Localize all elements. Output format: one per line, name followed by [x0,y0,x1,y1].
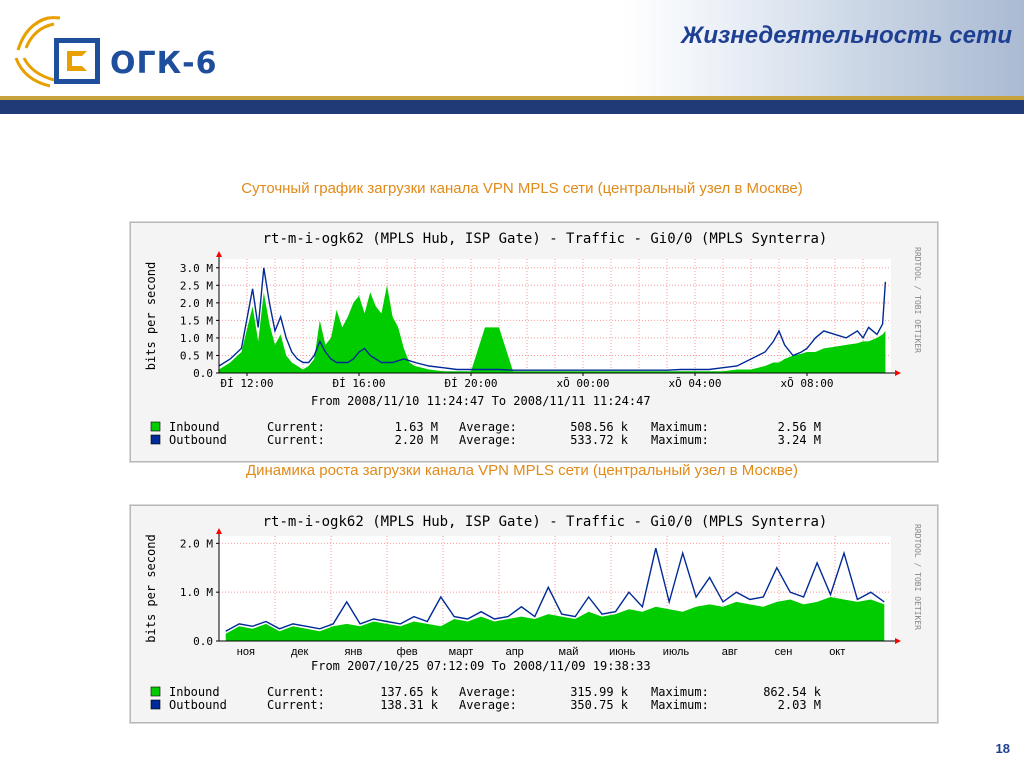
legend-current-label: Current: [267,698,325,712]
legend-maximum-value: 3.24 M [778,433,821,447]
yearly-traffic-graph: 0.0 1.0 M 2.0 M ноя дек янв фев март апр май июнь и… [130,505,938,723]
period-label: From 2007/10/25 07:12:09 To 2008/11/09 1… [311,659,651,673]
watermark: RRDTOOL / TOBI OETIKER [913,524,922,630]
x-tick-label: июль [663,646,690,658]
chart-title: rt-m-i-ogk62 (MPLS Hub, ISP Gate) - Traf… [263,231,828,247]
series-outbound-line [225,548,885,632]
series-outbound-line [218,267,887,371]
series-inbound-area [219,285,886,373]
logo-text: ОГК-6 [110,46,218,81]
x-tick-label: апр [506,646,524,658]
legend-current-label: Current: [267,420,325,434]
y-tick-label: 0.0 [193,635,213,648]
legend-current-label: Current: [267,685,325,699]
x-tick-label: окт [829,646,845,658]
legend-average-label: Average: [459,698,517,712]
y-axis-arrow [216,528,222,534]
y-tick-label: 2.0 M [180,537,213,550]
x-tick-label: март [449,646,474,658]
legend-current-value: 138.31 k [380,698,439,712]
y-tick-label: 0.5 M [180,349,213,362]
x-axis-arrow [895,370,901,376]
x-tick-label: сен [775,646,793,658]
series-inbound-area [225,597,885,641]
x-tick-label: xÕ 08:00 [781,377,834,390]
x-tick-label: июнь [609,646,635,658]
y-axis-label: bits per second [144,534,158,642]
legend-maximum-label: Maximum: [651,433,709,447]
legend-maximum-label: Maximum: [651,420,709,434]
legend-name: Outbound [169,433,227,447]
daily-traffic-svg: 0.0 0.5 M 1.0 M 1.5 M 2.0 M 2.5 M 3.0 M ÐÍ 12:0… [144,231,922,447]
legend-swatch-outbound [150,699,161,710]
company-logo: ОГК-6 [14,14,234,88]
watermark: RRDTOOL / TOBI OETIKER [913,247,922,353]
legend-average-label: Average: [459,685,517,699]
legend-swatch-outbound [150,434,161,445]
x-axis-arrow [895,638,901,644]
x-tick-label: ÐÍ 20:00 [445,377,498,390]
y-tick-label: 1.0 M [180,332,213,345]
growth-chart-caption: Динамика роста загрузки канала VPN MPLS … [245,462,798,479]
x-tick-label: xÕ 04:00 [669,377,722,390]
y-tick-label: 1.5 M [180,314,213,327]
x-tick-label: дек [291,646,309,658]
legend-average-value: 350.75 k [570,698,629,712]
y-axis-label: bits per second [144,262,158,370]
x-tick-label: фев [397,646,418,658]
chart-title: rt-m-i-ogk62 (MPLS Hub, ISP Gate) - Traf… [263,514,828,530]
legend-maximum-value: 862.54 k [763,685,822,699]
daily-chart-caption: Суточный график загрузки канала VPN MPLS… [241,180,803,197]
legend-current-label: Current: [267,433,325,447]
legend-average-value: 315.99 k [570,685,629,699]
legend-maximum-label: Maximum: [651,685,709,699]
period-label: From 2008/11/10 11:24:47 To 2008/11/11 1… [311,394,651,408]
legend-average-value: 533.72 k [570,433,629,447]
legend-name: Outbound [169,698,227,712]
page-number: 18 [995,741,1010,756]
y-tick-label: 2.0 M [180,297,213,310]
yearly-traffic-svg: 0.0 1.0 M 2.0 M ноя дек янв фев март апр май июнь и… [144,514,922,712]
header-gold-rule [0,96,1024,100]
legend-current-value: 2.20 M [395,433,438,447]
y-tick-label: 2.5 M [180,279,213,292]
x-tick-label: ноя [237,646,255,658]
slide-header: ОГК-6 Жизнедеятельность сети [0,0,1024,114]
slide-title: Жизнедеятельность сети [681,22,1012,49]
legend-maximum-value: 2.56 M [778,420,821,434]
legend-current-value: 137.65 k [380,685,439,699]
legend-maximum-value: 2.03 M [778,698,821,712]
legend-average-label: Average: [459,420,517,434]
header-photo [620,0,1024,100]
legend-swatch-inbound [150,686,161,697]
legend-average-value: 508.56 k [570,420,629,434]
y-axis-arrow [216,251,222,257]
x-tick-label: ÐÍ 12:00 [221,377,274,390]
logo-mark [54,38,100,84]
legend-name: Inbound [169,685,220,699]
legend-current-value: 1.63 M [395,420,438,434]
legend-swatch-inbound [150,421,161,432]
sun-rays-icon [14,16,61,88]
header-blue-band [0,100,1024,114]
x-tick-label: янв [344,646,362,658]
daily-traffic-graph: 0.0 0.5 M 1.0 M 1.5 M 2.0 M 2.5 M 3.0 M ÐÍ 12:0… [130,222,938,462]
legend-average-label: Average: [459,433,517,447]
y-tick-label: 1.0 M [180,586,213,599]
legend-name: Inbound [169,420,220,434]
y-tick-label: 3.0 M [180,262,213,275]
x-tick-label: май [559,646,579,658]
x-tick-label: xÕ 00:00 [557,377,610,390]
y-tick-label: 0.0 [193,367,213,380]
legend-maximum-label: Maximum: [651,698,709,712]
x-tick-label: авг [722,646,738,658]
x-tick-label: ÐÍ 16:00 [333,377,386,390]
